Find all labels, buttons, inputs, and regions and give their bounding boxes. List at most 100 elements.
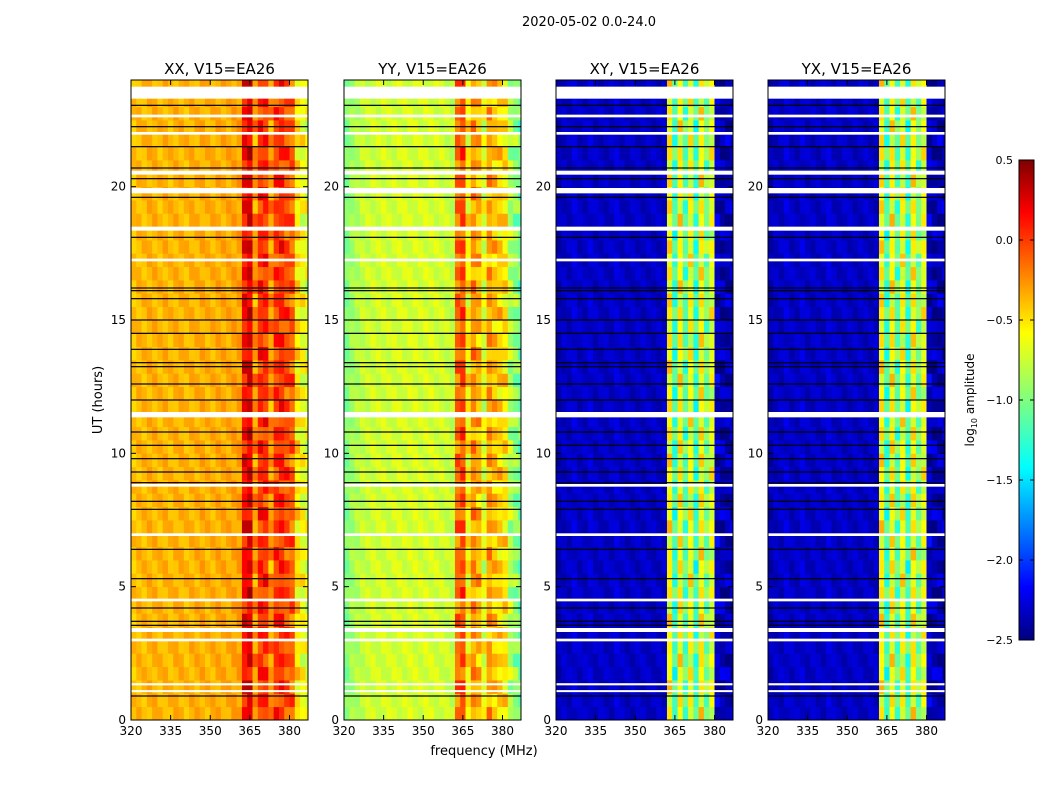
heatmap-cell bbox=[220, 560, 227, 574]
heatmap-cell bbox=[300, 426, 306, 441]
heatmap-cell bbox=[359, 186, 366, 201]
heatmap-cell bbox=[666, 213, 673, 228]
heatmap-cell bbox=[486, 173, 493, 188]
heatmap-cell bbox=[407, 240, 414, 254]
heatmap-cell bbox=[241, 306, 248, 321]
heatmap-cell bbox=[344, 533, 350, 548]
heatmap-cell bbox=[257, 533, 264, 548]
heatmap-cell bbox=[252, 306, 259, 321]
heatmap-cell bbox=[513, 226, 519, 241]
heatmap-cell bbox=[476, 373, 482, 388]
heatmap-cell bbox=[417, 493, 424, 508]
heatmap-cell bbox=[582, 573, 589, 588]
heatmap-cell bbox=[682, 240, 689, 254]
heatmap-cell bbox=[661, 200, 668, 214]
heatmap-cell bbox=[470, 426, 477, 441]
heatmap-cell bbox=[486, 706, 493, 721]
heatmap-cell bbox=[454, 440, 461, 454]
heatmap-cell bbox=[344, 133, 350, 148]
heatmap-cell bbox=[226, 373, 232, 388]
heatmap-cell bbox=[693, 586, 700, 601]
heatmap-cell bbox=[300, 133, 306, 148]
heatmap-cell bbox=[645, 706, 652, 721]
heatmap-cell bbox=[677, 600, 684, 614]
heatmap-cell bbox=[402, 146, 408, 161]
heatmap-cell bbox=[131, 640, 137, 654]
heatmap-cell bbox=[598, 680, 604, 694]
heatmap-cell bbox=[354, 280, 361, 294]
heatmap-cell bbox=[465, 480, 472, 494]
heatmap-cell bbox=[693, 480, 700, 494]
heatmap-cell bbox=[513, 533, 519, 548]
heatmap-cell bbox=[666, 160, 673, 174]
heatmap-cell bbox=[407, 186, 414, 201]
heatmap-cell bbox=[141, 573, 148, 588]
heatmap-cell bbox=[656, 453, 663, 468]
heatmap-cell bbox=[167, 706, 174, 721]
heatmap-cell bbox=[433, 213, 440, 228]
heatmap-cell bbox=[518, 493, 522, 508]
heatmap-cell bbox=[194, 173, 201, 188]
heatmap-cell bbox=[402, 586, 408, 601]
heatmap-cell bbox=[162, 200, 169, 214]
heatmap-cell bbox=[513, 280, 519, 294]
heatmap-cell bbox=[608, 693, 615, 708]
heatmap-cell bbox=[518, 373, 522, 388]
heatmap-cell bbox=[263, 600, 269, 614]
heatmap-cell bbox=[252, 226, 259, 241]
heatmap-cell bbox=[268, 680, 275, 694]
heatmap-cell bbox=[300, 493, 306, 508]
heatmap-cell bbox=[730, 373, 734, 388]
heatmap-cell bbox=[257, 320, 264, 334]
flagged-band bbox=[131, 114, 308, 118]
heatmap-cell bbox=[257, 280, 264, 294]
heatmap-cell bbox=[157, 133, 164, 148]
heatmap-cell bbox=[380, 200, 387, 214]
heatmap-cell bbox=[561, 200, 567, 214]
heatmap-cell bbox=[454, 506, 461, 521]
heatmap-cell bbox=[497, 186, 503, 201]
heatmap-cell bbox=[714, 573, 721, 588]
heatmap-cell bbox=[257, 173, 264, 188]
heatmap-cell bbox=[289, 106, 296, 121]
heatmap-cell bbox=[167, 346, 174, 361]
heatmap-cell bbox=[577, 400, 583, 414]
heatmap-cell bbox=[278, 226, 285, 241]
heatmap-cell bbox=[624, 226, 631, 241]
heatmap-cell bbox=[284, 333, 290, 348]
heatmap-cell bbox=[688, 693, 694, 708]
heatmap-cell bbox=[380, 453, 387, 468]
heatmap-cell bbox=[141, 346, 148, 361]
heatmap-cell bbox=[220, 533, 227, 548]
heatmap-cell bbox=[417, 640, 424, 654]
heatmap-cell bbox=[624, 626, 631, 641]
heatmap-cell bbox=[380, 426, 387, 441]
heatmap-cell bbox=[577, 186, 583, 201]
heatmap-cell bbox=[598, 213, 604, 228]
heatmap-cell bbox=[513, 640, 519, 654]
heatmap-cell bbox=[423, 533, 429, 548]
heatmap-cell bbox=[507, 213, 514, 228]
heatmap-cell bbox=[370, 653, 377, 668]
heatmap-cell bbox=[141, 706, 148, 721]
heatmap-cell bbox=[226, 480, 232, 494]
heatmap-cell bbox=[645, 200, 652, 214]
heatmap-cell bbox=[354, 480, 361, 494]
heatmap-cell bbox=[497, 653, 503, 668]
heatmap-cell bbox=[268, 520, 275, 534]
time-line bbox=[131, 500, 308, 502]
heatmap-cell bbox=[380, 160, 387, 174]
heatmap-cell bbox=[241, 613, 248, 628]
heatmap-cell bbox=[491, 573, 498, 588]
heatmap-cell bbox=[603, 133, 610, 148]
heatmap-cell bbox=[714, 546, 721, 561]
heatmap-cell bbox=[561, 293, 567, 308]
heatmap-cell bbox=[725, 560, 731, 574]
heatmap-cell bbox=[289, 533, 296, 548]
flagged-band bbox=[131, 690, 308, 693]
heatmap-cell bbox=[146, 693, 153, 708]
heatmap-cell bbox=[146, 560, 153, 574]
heatmap-cell bbox=[640, 333, 647, 348]
heatmap-cell bbox=[465, 280, 472, 294]
heatmap-cell bbox=[688, 653, 694, 668]
